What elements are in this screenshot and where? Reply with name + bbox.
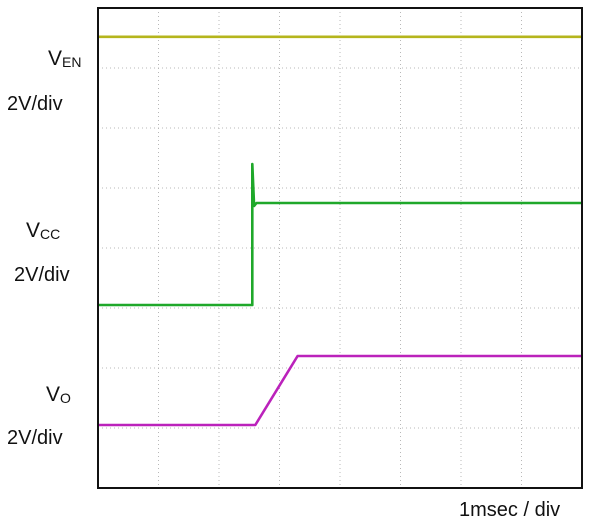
traces xyxy=(98,35,582,427)
grid xyxy=(98,8,582,488)
label-o: VO xyxy=(46,383,71,406)
label-en: VEN xyxy=(48,47,82,70)
scale-cc: 2V/div xyxy=(14,264,70,286)
trace-o xyxy=(98,354,582,427)
plot-frame xyxy=(97,7,583,489)
label-cc: VCC xyxy=(26,219,61,242)
timebase-label: 1msec / div xyxy=(459,499,561,521)
scale-o: 2V/div xyxy=(7,427,63,449)
scale-en: 2V/div xyxy=(7,93,63,115)
trace-cc xyxy=(98,162,582,307)
